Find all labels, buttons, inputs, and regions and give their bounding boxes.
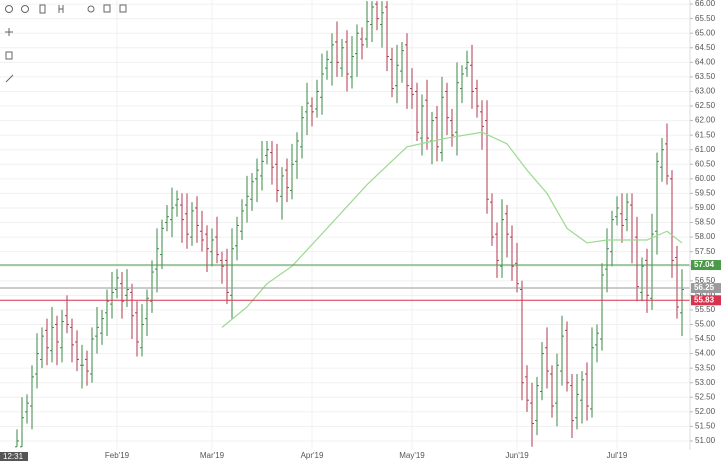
level-label: 55.83 [694, 295, 715, 304]
x-tick-label: Jul'19 [607, 451, 628, 460]
y-tick-label: 58.50 [695, 218, 716, 227]
y-tick-label: 63.50 [695, 72, 716, 81]
grid [0, 0, 690, 450]
y-tick-label: 64.50 [695, 43, 716, 52]
x-tick-label: Feb'19 [105, 451, 130, 460]
note-icon[interactable] [5, 51, 13, 60]
scale-icon[interactable] [58, 5, 64, 13]
y-tick-label: 66.00 [695, 0, 716, 8]
y-tick-label: 65.50 [695, 14, 716, 23]
crosshair-label: 12:31 [3, 452, 24, 461]
level-label-box [691, 295, 721, 306]
y-tick-label: 51.50 [695, 422, 716, 431]
zoom-in-icon[interactable] [5, 5, 13, 13]
plot [0, 1, 690, 448]
y-tick-label: 60.50 [695, 159, 716, 168]
y-tick-label: 60.00 [695, 174, 716, 183]
y-tick-label: 61.00 [695, 145, 716, 154]
d-icon[interactable] [39, 4, 46, 14]
toolbar[interactable] [5, 4, 127, 83]
x-tick-label: May'19 [399, 451, 425, 460]
y-tick-label: 56.50 [695, 276, 716, 285]
level-label: 56.25 [694, 283, 715, 292]
y-tick-label: 57.50 [695, 247, 716, 256]
y-tick-label: 52.50 [695, 392, 716, 401]
y-tick-label: 56.00 [695, 290, 716, 299]
y-tick-label: 64.00 [695, 57, 716, 66]
copy-icon[interactable] [119, 4, 127, 13]
y-tick-label: 53.50 [695, 363, 716, 372]
layout-icon[interactable] [103, 4, 111, 13]
y-tick-label: 52.00 [695, 407, 716, 416]
y-tick-label: 53.00 [695, 378, 716, 387]
y-tick-label: 59.50 [695, 189, 716, 198]
y-tick-label: 54.50 [695, 334, 716, 343]
y-tick-label: 62.50 [695, 101, 716, 110]
level-label: 57.04 [694, 260, 715, 269]
y-tick-label: 61.50 [695, 130, 716, 139]
x-tick-label: Mar'19 [200, 451, 225, 460]
y-tick-label: 55.00 [695, 320, 716, 329]
zoom-out-icon[interactable] [21, 5, 29, 13]
crosshair-icon[interactable] [5, 28, 13, 36]
y-tick-label: 55.50 [695, 305, 716, 314]
level-label-box [691, 283, 721, 294]
y-tick-label: 54.00 [695, 349, 716, 358]
y-tick-label: 63.00 [695, 87, 716, 96]
y-tick-label: 51.00 [695, 436, 716, 445]
settings-icon[interactable] [87, 5, 95, 13]
y-tick-label: 58.00 [695, 232, 716, 241]
crosshair-label-box [0, 452, 28, 461]
moving-average [221, 131, 683, 328]
level-label-box [691, 260, 721, 271]
y-tick-label: 62.00 [695, 116, 716, 125]
draw-icon[interactable] [5, 74, 14, 83]
x-tick-label: Jun'19 [505, 451, 529, 460]
y-axis-area [690, 0, 722, 461]
y-tick-label: 59.00 [695, 203, 716, 212]
x-tick-label: Apr'19 [301, 451, 324, 460]
y-tick-label: 65.00 [695, 28, 716, 37]
